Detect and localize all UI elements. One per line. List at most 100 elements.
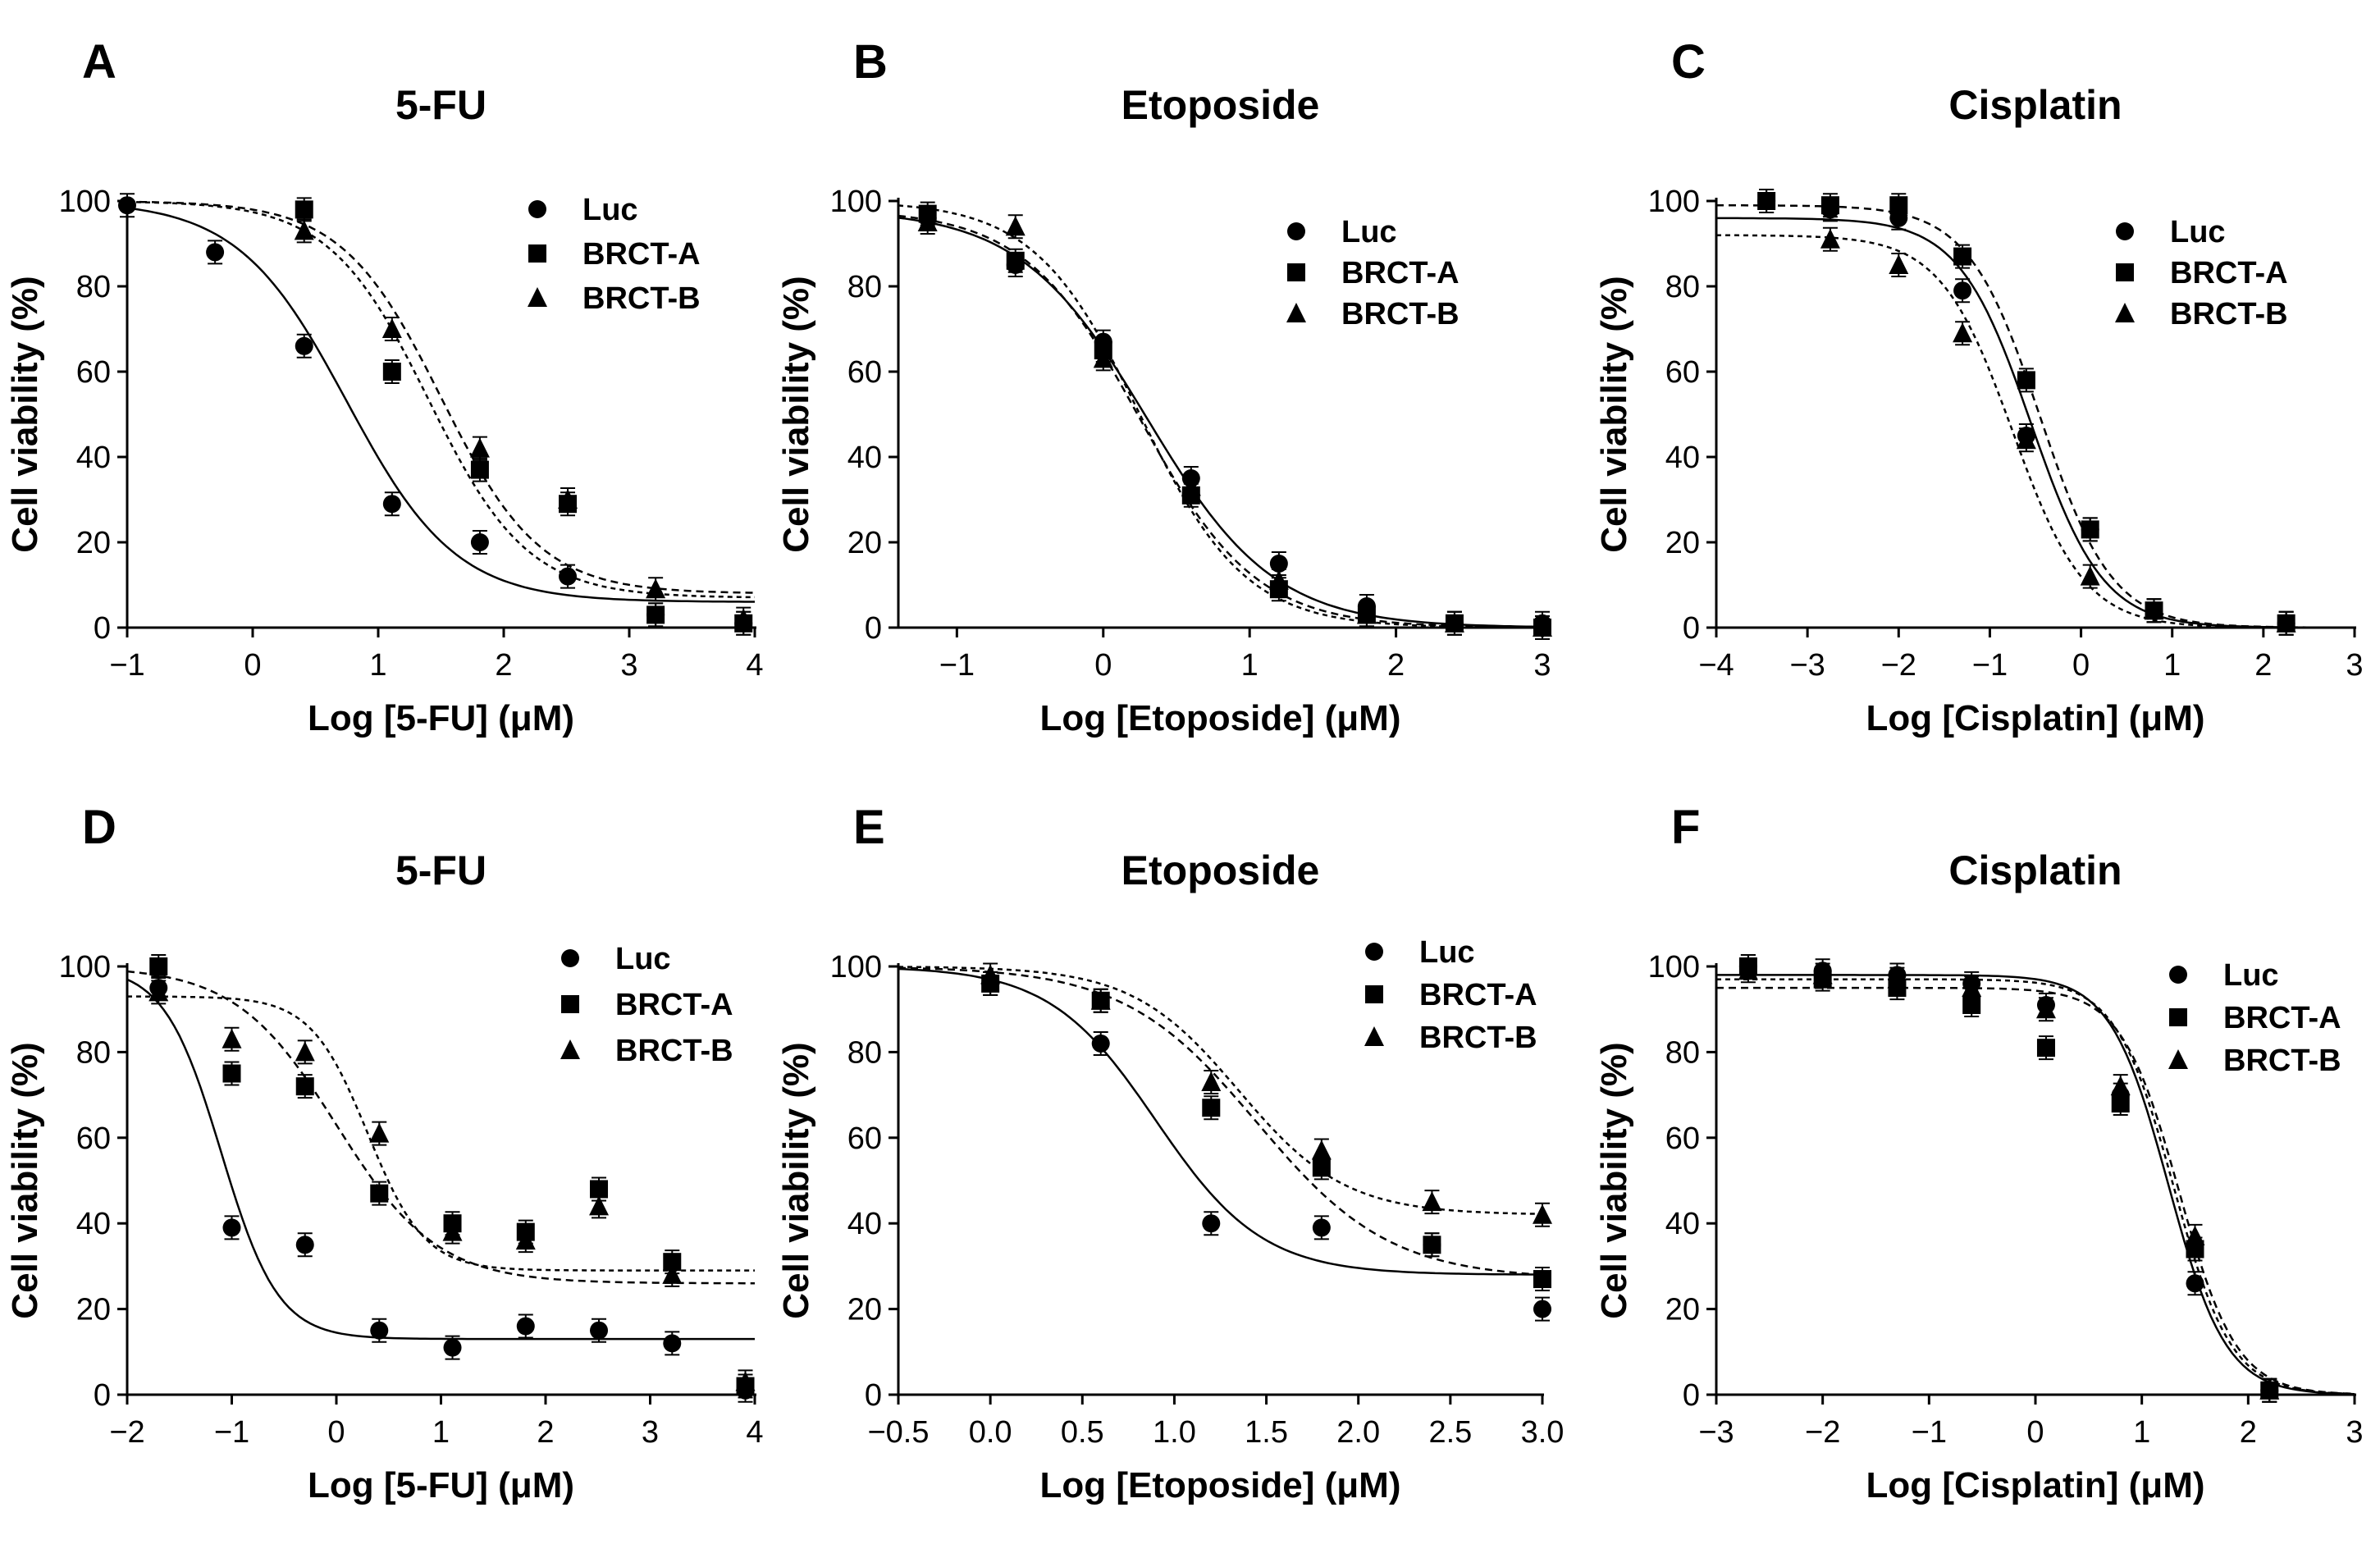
- data-point-brct-b: [1820, 228, 1840, 249]
- panel-title-b: Etoposide: [1121, 82, 1320, 128]
- legend-marker-luc: [528, 200, 546, 218]
- fit-curve-luc: [126, 978, 755, 1341]
- legend-marker-brct-b: [2115, 303, 2135, 322]
- data-point-luc: [1269, 555, 1288, 573]
- x-tick-label: 0: [2072, 648, 2090, 683]
- x-tick-label: 2: [2254, 648, 2272, 683]
- y-tick-label: 100: [830, 950, 882, 984]
- legend-label-brct-a: BRCT-A: [2223, 1001, 2341, 1035]
- x-tick-label: 0: [327, 1415, 345, 1450]
- data-point-brct-b: [1005, 216, 1026, 236]
- data-point-brct-b: [589, 1195, 610, 1216]
- legend-label-brct-b: BRCT-B: [582, 281, 701, 316]
- x-tick-label: 1: [2163, 648, 2181, 683]
- legend-a: Luc BRCT-A BRCT-B: [528, 193, 701, 316]
- legend-label-brct-a: BRCT-A: [582, 237, 701, 272]
- y-tick-label: 20: [1665, 1293, 1700, 1327]
- x-tick-label: −1: [109, 648, 144, 683]
- x-tick-label: 3: [620, 648, 637, 683]
- data-point-brct-b: [1268, 569, 1289, 590]
- legend-e: Luc BRCT-A BRCT-B: [1364, 935, 1537, 1055]
- data-point-brct-b: [1356, 604, 1377, 624]
- data-point-brct-b: [917, 212, 938, 231]
- data-point-brct-b: [1311, 1140, 1332, 1160]
- x-tick-label: 0: [1094, 648, 1112, 683]
- data-point-brct-a: [149, 957, 168, 975]
- legend-label-luc: Luc: [582, 193, 638, 227]
- data-point-brct-a: [2017, 371, 2035, 390]
- data-point-luc: [222, 1218, 241, 1237]
- x-tick-label: 4: [746, 648, 763, 683]
- legend-label-luc: Luc: [615, 942, 671, 976]
- data-point-brct-b: [295, 1041, 315, 1062]
- x-tick-label: −2: [1805, 1415, 1840, 1450]
- legend-marker-brct-a: [1287, 263, 1305, 281]
- x-tick-label: 2: [2240, 1415, 2257, 1450]
- fit-curve-brct-b: [1716, 234, 2355, 629]
- data-point-brct-b: [2016, 429, 2036, 450]
- data-point-brct-b: [2035, 998, 2056, 1019]
- panel-letter-e: E: [853, 801, 885, 854]
- data-point-brct-b: [1889, 254, 1909, 274]
- data-point-luc: [443, 1338, 462, 1357]
- data-point-brct-b: [1962, 977, 1982, 998]
- legend-marker-luc: [1365, 943, 1383, 961]
- x-tick-label: 0.5: [1061, 1415, 1104, 1450]
- data-point-brct-a: [1006, 251, 1025, 270]
- data-point-brct-a: [295, 1077, 314, 1096]
- panel-letter-d: D: [82, 801, 116, 854]
- legend-marker-brct-b: [2168, 1049, 2188, 1069]
- data-point-luc: [295, 336, 313, 355]
- y-axis-label-c: Cell viability (%): [1594, 276, 1634, 552]
- data-point-luc: [559, 567, 578, 586]
- data-point-brct-a: [382, 363, 401, 381]
- x-tick-label: −3: [1698, 1415, 1734, 1450]
- data-point-brct-a: [295, 200, 313, 219]
- fit-curve-brct-b: [898, 204, 1542, 628]
- data-point-luc: [1312, 1218, 1331, 1237]
- fit-curve-luc: [1716, 974, 2355, 1396]
- data-point-luc: [663, 1334, 682, 1353]
- data-point-brct-b: [442, 1221, 463, 1241]
- x-axis-label-d: Log [5-FU] (μM): [308, 1465, 574, 1505]
- x-tick-label: 1: [369, 648, 386, 683]
- panel-letter-b: B: [853, 35, 888, 89]
- y-tick-label: 100: [1648, 185, 1700, 219]
- data-point-luc: [118, 196, 136, 215]
- legend-marker-luc: [2169, 966, 2187, 984]
- y-tick-label: 40: [847, 441, 882, 475]
- y-tick-label: 40: [76, 1207, 111, 1241]
- data-point-luc: [2186, 1274, 2204, 1293]
- legend-marker-luc: [2116, 222, 2134, 240]
- data-point-brct-b: [1444, 612, 1464, 633]
- data-point-brct-b: [1953, 322, 1973, 343]
- legend-label-brct-a: BRCT-A: [1419, 978, 1537, 1012]
- data-point-luc: [1202, 1214, 1221, 1233]
- panel-title-c: Cisplatin: [1948, 82, 2122, 128]
- data-point-luc: [590, 1321, 609, 1340]
- legend-label-brct-b: BRCT-B: [2170, 297, 2288, 331]
- data-point-brct-b: [1093, 348, 1113, 368]
- data-point-brct-b: [148, 981, 169, 1002]
- x-tick-label: 0: [2026, 1415, 2044, 1450]
- legend-label-luc: Luc: [2223, 958, 2279, 993]
- data-point-brct-b: [1812, 964, 1833, 984]
- panel-c: C Cisplatin −4 −3 −2 −1 0 1 2 3 0 20 40 60 80 100 Log [C…: [1594, 35, 2364, 738]
- y-tick-label: 100: [59, 185, 111, 219]
- data-point-brct-a: [1757, 192, 1776, 210]
- data-point-brct-a: [370, 1184, 389, 1203]
- y-axis-label-a: Cell viability (%): [5, 276, 45, 552]
- legend-marker-brct-a: [528, 244, 546, 263]
- y-tick-label: 20: [1665, 526, 1700, 560]
- y-tick-label: 40: [1665, 1207, 1700, 1241]
- data-point-brct-b: [2080, 565, 2100, 586]
- data-point-brct-b: [2276, 612, 2296, 633]
- data-point-brct-b: [733, 608, 754, 628]
- data-point-brct-b: [515, 1230, 536, 1250]
- data-point-brct-b: [369, 1122, 390, 1143]
- y-tick-label: 0: [865, 611, 882, 646]
- legend-marker-brct-b: [1286, 303, 1306, 322]
- y-tick-label: 60: [76, 355, 111, 390]
- x-axis-label-f: Log [Cisplatin] (μM): [1866, 1465, 2204, 1505]
- panel-e: E Etoposide −0.5 0.0 0.5 1.0 1.5 2.0 2.5 3.0 0 20 40…: [776, 801, 1564, 1505]
